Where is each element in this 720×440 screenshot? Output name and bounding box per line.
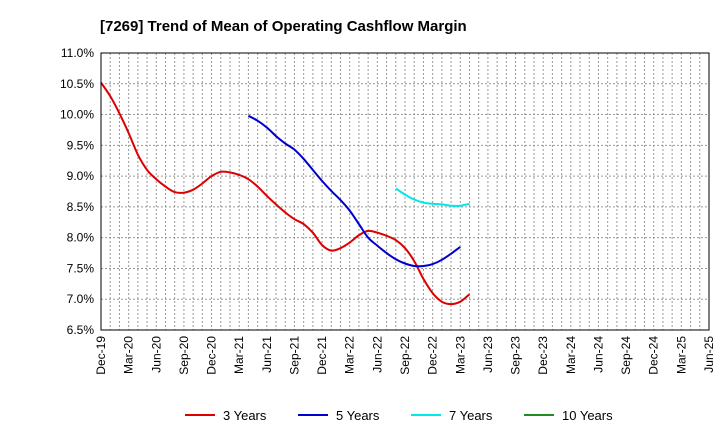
x-tick-label: Mar-23 [453, 336, 467, 374]
y-tick-label: 9.0% [67, 169, 95, 183]
y-tick-label: 11.0% [61, 46, 94, 60]
series-line-3-years [100, 81, 471, 306]
x-tick-label: Dec-23 [536, 336, 550, 375]
x-tick-label: Dec-21 [315, 336, 329, 375]
x-axis-ticks: Dec-19 Mar-20 Jun-20 Sep-20 Dec-20 Mar-21 Jun-… [94, 336, 716, 375]
x-tick-label: Sep-22 [398, 336, 412, 375]
x-tick-label: Dec-19 [94, 336, 108, 375]
x-tick-label: Sep-20 [177, 336, 191, 375]
x-tick-label: Sep-24 [619, 336, 633, 375]
legend: 3 Years 5 Years 7 Years 10 Years [185, 408, 613, 423]
legend-label-5-years: 5 Years [336, 408, 380, 423]
x-tick-label: Mar-22 [343, 336, 357, 374]
x-tick-label: Jun-22 [370, 336, 384, 373]
x-tick-label: Jun-21 [260, 336, 274, 373]
x-tick-label: Dec-24 [647, 336, 661, 375]
y-tick-label: 8.5% [67, 200, 95, 214]
x-tick-label: Mar-24 [564, 336, 578, 374]
x-tick-label: Dec-20 [205, 336, 219, 375]
x-tick-label: Jun-23 [481, 336, 495, 373]
x-tick-label: Jun-25 [702, 336, 716, 373]
x-tick-label: Mar-20 [122, 336, 136, 374]
y-tick-label: 7.5% [67, 261, 95, 275]
x-tick-label: Jun-24 [591, 336, 605, 373]
chart-title: [7269] Trend of Mean of Operating Cashfl… [100, 18, 467, 35]
y-tick-label: 10.0% [60, 108, 94, 122]
x-tick-label: Sep-23 [509, 336, 523, 375]
x-tick-label: Mar-21 [232, 336, 246, 374]
grid [100, 52, 710, 331]
series-line-5-years [247, 114, 461, 268]
legend-label-10-years: 10 Years [562, 408, 613, 423]
y-tick-label: 6.5% [67, 323, 95, 337]
x-tick-label: Dec-22 [426, 336, 440, 375]
y-tick-label: 7.0% [67, 292, 95, 306]
x-tick-label: Mar-25 [674, 336, 688, 374]
legend-label-7-years: 7 Years [449, 408, 493, 423]
legend-label-3-years: 3 Years [223, 408, 267, 423]
y-axis-ticks: 11.0% 10.5% 10.0% 9.5% 9.0% 8.5% 8.0% 7.5% 7.0% 6… [60, 46, 94, 337]
plot-frame [100, 52, 710, 331]
y-tick-label: 10.5% [60, 77, 94, 91]
y-tick-label: 9.5% [67, 138, 95, 152]
series-line-7-years [395, 187, 470, 207]
x-tick-label: Jun-20 [149, 336, 163, 373]
x-tick-label: Sep-21 [287, 336, 301, 375]
series-lines [100, 81, 471, 306]
y-tick-label: 8.0% [67, 231, 95, 245]
